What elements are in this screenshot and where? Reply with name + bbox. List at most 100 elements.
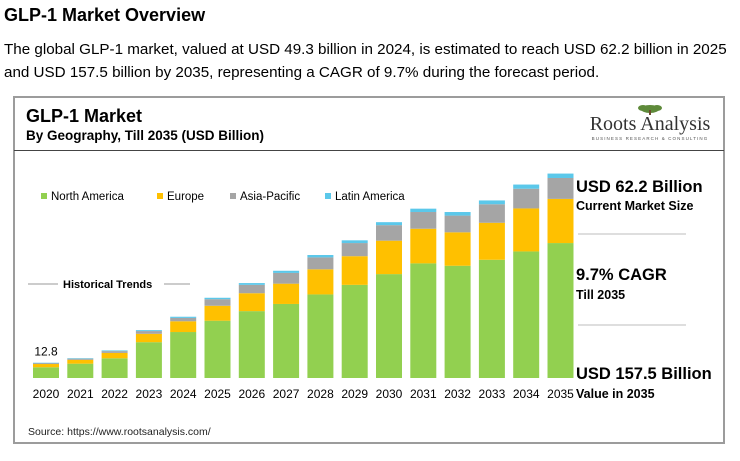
bar-latin-america-2033 xyxy=(478,200,505,205)
x-tick-2022: 2022 xyxy=(101,387,128,401)
bar-north-america-2035 xyxy=(547,243,574,378)
bar-latin-america-2031 xyxy=(410,208,437,213)
chart-panel xyxy=(13,96,725,444)
chart-title: GLP-1 Market xyxy=(26,106,143,126)
x-tick-2024: 2024 xyxy=(170,387,197,401)
bar-asia-pacific-2029 xyxy=(341,243,368,257)
bar-latin-america-2023 xyxy=(135,330,162,332)
x-tick-2031: 2031 xyxy=(410,387,437,401)
bar-europe-2030 xyxy=(376,240,402,275)
bar-europe-2029 xyxy=(341,256,368,285)
current-market-label: Current Market Size xyxy=(576,199,694,213)
legend-label-latin-america: Latin America xyxy=(335,191,405,203)
current-market-value: USD 62.2 Billion xyxy=(576,178,703,196)
cagr-label: Till 2035 xyxy=(576,288,626,302)
bar-latin-america-2030 xyxy=(376,222,402,226)
bar-north-america-2020 xyxy=(33,367,59,378)
bar-asia-pacific-2020 xyxy=(33,363,59,365)
x-tick-2032: 2032 xyxy=(444,387,471,401)
bar-latin-america-2026 xyxy=(238,283,265,285)
bar-asia-pacific-2027 xyxy=(273,272,300,284)
legend-swatch-latin-america xyxy=(325,193,331,199)
bar-latin-america-2029 xyxy=(341,240,368,244)
bar-europe-2028 xyxy=(307,269,334,295)
bar-latin-america-2034 xyxy=(513,184,540,189)
bar-asia-pacific-2033 xyxy=(478,204,505,223)
bar-europe-2023 xyxy=(135,333,162,343)
roots-analysis-tree-icon xyxy=(638,105,662,115)
source-note: Source: https://www.rootsanalysis.com/ xyxy=(28,426,211,438)
bar-europe-2031 xyxy=(410,228,437,264)
title-divider xyxy=(14,150,724,151)
bar-asia-pacific-2032 xyxy=(444,215,471,233)
legend: North America Europe Asia-Pacific Latin Ame… xyxy=(41,191,405,203)
bar-asia-pacific-2023 xyxy=(135,331,162,334)
data-label-2020: 12.8 xyxy=(34,345,58,359)
bar-europe-2025 xyxy=(204,305,231,321)
legend-swatch-north-america xyxy=(41,193,47,199)
x-tick-2025: 2025 xyxy=(204,387,231,401)
x-tick-labels: 2020 2021 2022 2023 2024 2025 2026 2027 2028 2029… xyxy=(33,387,575,401)
legend-label-asia-pacific: Asia-Pacific xyxy=(240,191,300,203)
cagr-value: 9.7% CAGR xyxy=(576,266,667,284)
bar-north-america-2021 xyxy=(67,363,94,378)
x-tick-2020: 2020 xyxy=(33,387,60,401)
bar-north-america-2026 xyxy=(238,311,265,378)
future-label: Value in 2035 xyxy=(576,387,655,401)
bar-europe-2022 xyxy=(101,352,128,359)
legend-swatch-europe xyxy=(157,193,163,199)
bar-europe-2027 xyxy=(273,283,300,304)
page-title: GLP-1 Market Overview xyxy=(4,5,206,25)
bar-asia-pacific-2024 xyxy=(170,317,197,322)
bar-north-america-2034 xyxy=(513,251,540,378)
bar-latin-america-2027 xyxy=(273,270,300,273)
bar-europe-2032 xyxy=(444,232,471,266)
bar-asia-pacific-2021 xyxy=(67,358,94,360)
x-tick-2028: 2028 xyxy=(307,387,334,401)
bar-europe-2021 xyxy=(67,359,94,364)
bar-latin-america-2032 xyxy=(444,212,471,216)
bar-north-america-2029 xyxy=(341,284,368,378)
bar-north-america-2025 xyxy=(204,320,231,378)
bar-asia-pacific-2031 xyxy=(410,212,437,229)
bar-north-america-2033 xyxy=(478,259,505,378)
bar-europe-2034 xyxy=(513,208,540,252)
x-tick-2029: 2029 xyxy=(341,387,368,401)
bar-latin-america-2028 xyxy=(307,255,334,258)
legend-label-north-america: North America xyxy=(51,191,124,203)
future-value: USD 157.5 Billion xyxy=(576,365,712,383)
historical-trends-annotation: Historical Trends xyxy=(28,279,190,291)
bar-latin-america-2024 xyxy=(170,316,197,318)
bar-europe-2024 xyxy=(170,321,197,333)
bar-north-america-2024 xyxy=(170,332,197,378)
bar-latin-america-2021 xyxy=(67,358,94,359)
bar-asia-pacific-2034 xyxy=(513,188,540,209)
bar-latin-america-2020 xyxy=(33,362,59,364)
historical-trends-label: Historical Trends xyxy=(63,279,152,291)
bar-north-america-2032 xyxy=(444,265,471,378)
bar-north-america-2023 xyxy=(135,342,162,378)
bar-asia-pacific-2026 xyxy=(238,284,265,294)
bar-asia-pacific-2025 xyxy=(204,299,231,306)
legend-swatch-asia-pacific xyxy=(230,193,236,199)
bar-asia-pacific-2028 xyxy=(307,257,334,270)
x-tick-2030: 2030 xyxy=(376,387,403,401)
bar-europe-2035 xyxy=(547,198,574,244)
logo-tagline: BUSINESS RESEARCH & CONSULTING xyxy=(591,136,709,141)
intro-paragraph: The global GLP-1 market, valued at USD 4… xyxy=(4,41,727,81)
bars-group xyxy=(33,173,574,378)
x-tick-2033: 2033 xyxy=(479,387,506,401)
x-tick-2027: 2027 xyxy=(273,387,300,401)
bar-latin-america-2035 xyxy=(547,173,574,178)
bar-north-america-2028 xyxy=(307,294,334,378)
x-tick-2023: 2023 xyxy=(136,387,163,401)
bar-asia-pacific-2035 xyxy=(547,177,574,199)
bar-asia-pacific-2022 xyxy=(101,351,128,353)
bar-north-america-2027 xyxy=(273,303,300,378)
bar-asia-pacific-2030 xyxy=(376,225,402,241)
bar-latin-america-2022 xyxy=(101,350,128,352)
bar-north-america-2031 xyxy=(410,263,437,378)
bar-europe-2033 xyxy=(478,222,505,260)
logo-name: Roots Analysis xyxy=(589,113,711,135)
bar-north-america-2022 xyxy=(101,358,128,378)
